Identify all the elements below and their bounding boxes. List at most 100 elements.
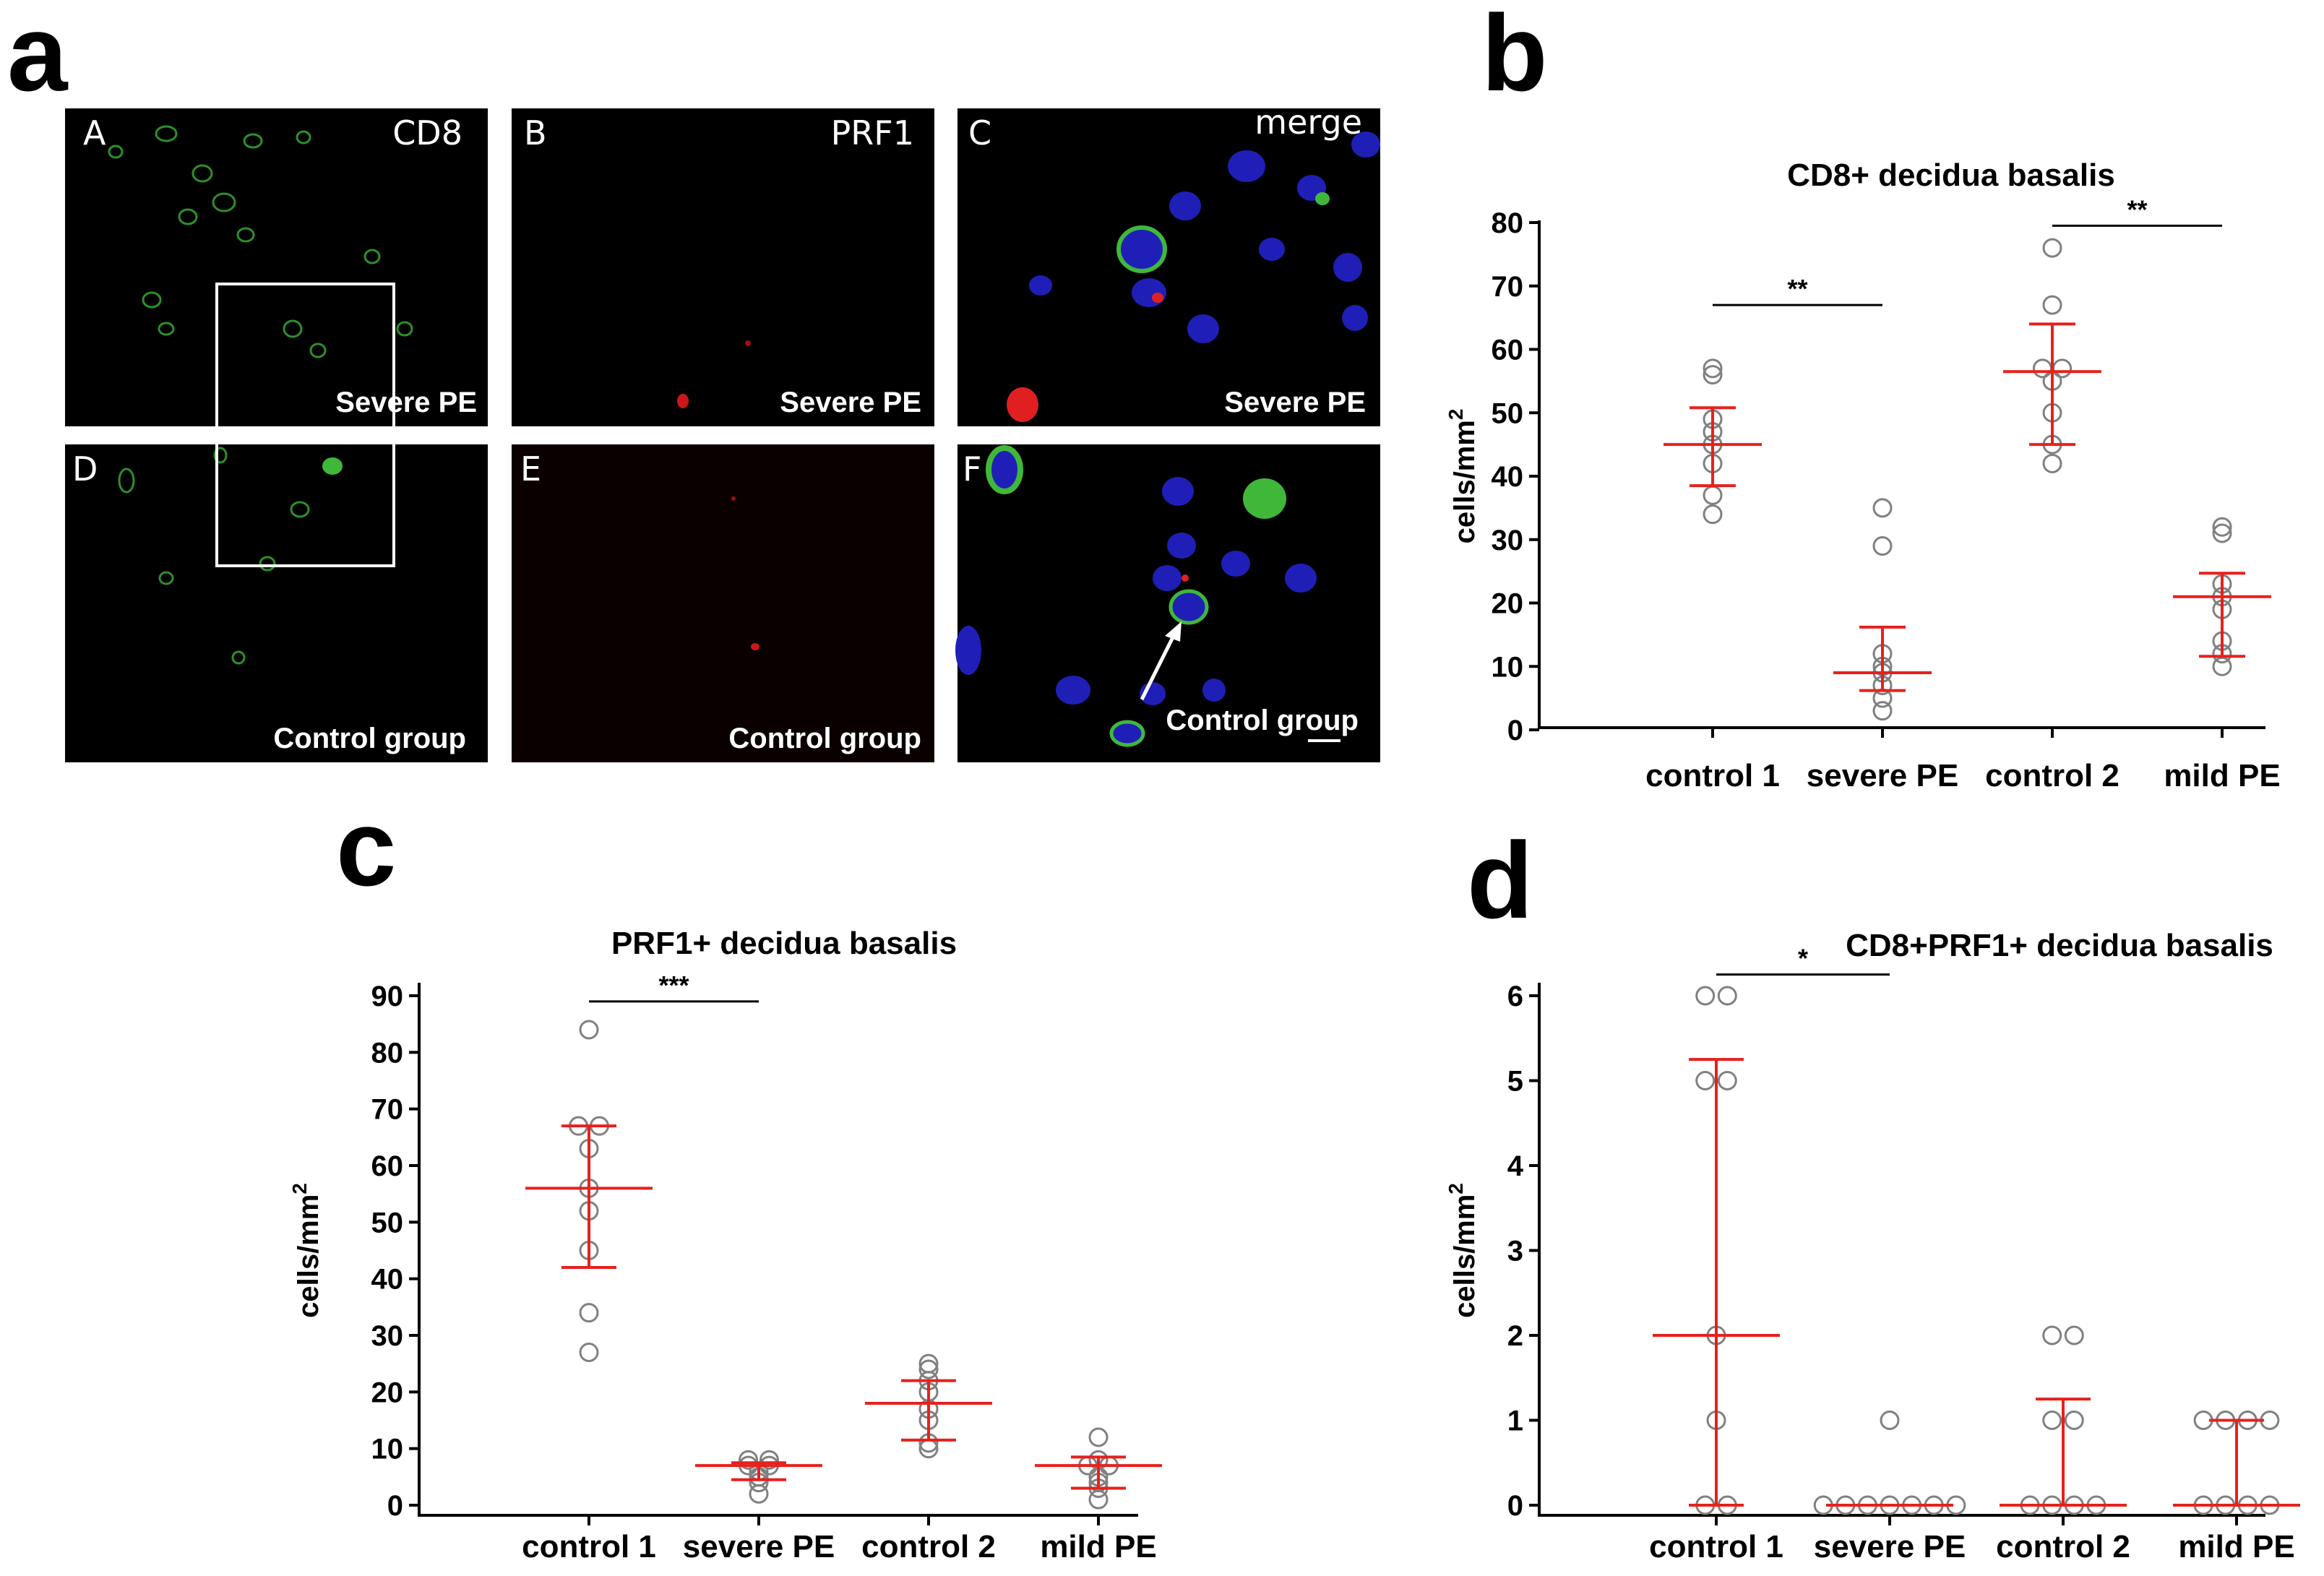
y-tick-label: 60 — [1492, 335, 1524, 366]
y-axis-label-text: cells/mm — [293, 1194, 324, 1318]
micrograph-E-letter: E — [520, 449, 541, 488]
significance-label: * — [1798, 944, 1808, 973]
y-axis-label-text: cells/mm — [1449, 1194, 1481, 1318]
x-category-label: control 1 — [1645, 758, 1780, 793]
micrograph-A-letter: A — [83, 113, 106, 152]
significance-label: ** — [2127, 194, 2147, 224]
data-point — [1880, 1411, 1900, 1430]
y-tick-label: 40 — [371, 1264, 404, 1296]
significance-label: ** — [1787, 274, 1807, 303]
arrow-indicator — [1140, 630, 1178, 701]
data-point — [1088, 1427, 1109, 1447]
panel-letter-a: a — [7, 0, 69, 113]
micrograph-E-image — [512, 444, 934, 762]
micrograph-D-caption: Control group — [273, 723, 466, 754]
data-point — [1703, 358, 1723, 379]
chart-title: CD8+PRF1+ decidua basalis — [1846, 928, 2273, 963]
micrograph-B: B PRF1 Severe PE — [512, 108, 934, 426]
x-category-label: severe PE — [1807, 758, 1958, 793]
y-axis-label: cells/mm2 — [288, 1183, 324, 1318]
cd8-cells — [108, 125, 413, 358]
y-tick-label: 3 — [1507, 1236, 1523, 1267]
y-axis-label: cells/mm2 — [1445, 409, 1481, 544]
y-tick-label: 20 — [371, 1377, 404, 1408]
chart-cd8: CD8+ decidua basalis 0 10 20 30 40 50 60 70 80 con… — [1445, 158, 2281, 793]
micrograph-F-letter: F — [963, 449, 981, 488]
data-point — [2042, 453, 2062, 473]
y-tick-label: 20 — [1492, 588, 1524, 620]
x-category-label: severe PE — [683, 1529, 835, 1564]
cd8-cell — [1116, 225, 1167, 273]
y-axis-label-superscript: 2 — [1445, 409, 1467, 421]
prf1-spot — [751, 643, 759, 650]
y-tick-label: 40 — [1492, 461, 1524, 493]
y-axis-label-text: cells/mm — [1449, 420, 1481, 543]
micrograph-C-letter: C — [968, 113, 991, 152]
data-point — [2032, 358, 2052, 379]
micrograph-A-stain: CD8 — [392, 113, 462, 152]
x-category-label: control 2 — [1996, 1529, 2130, 1564]
chart-title: PRF1+ decidua basalis — [611, 926, 957, 961]
y-axis-label: cells/mm2 — [1445, 1183, 1481, 1318]
x-category-label: mild PE — [2178, 1529, 2294, 1564]
data-point — [2064, 1411, 2084, 1430]
data-point — [579, 1020, 599, 1040]
panel-letter-b: b — [1481, 0, 1548, 113]
panel-letter-c: c — [336, 787, 396, 908]
data-point — [1717, 1071, 1737, 1090]
data-point — [1703, 485, 1723, 505]
micrograph-A: A CD8 Severe PE — [65, 108, 488, 426]
data-point — [579, 1303, 599, 1323]
micrograph-F-caption: Control group — [1166, 705, 1359, 736]
data-point — [2212, 523, 2232, 543]
y-tick-label: 10 — [1492, 651, 1524, 683]
prf1-spot — [731, 496, 736, 501]
micrograph-B-caption: Severe PE — [780, 387, 921, 418]
micrograph-grid: A CD8 Severe PE B PRF1 Severe PE — [65, 103, 1380, 762]
y-tick-label: 90 — [371, 981, 404, 1012]
y-tick-label: 50 — [1492, 397, 1524, 429]
data-point — [918, 1359, 939, 1379]
nuclei — [1029, 132, 1380, 343]
micrograph-E-caption: Control group — [728, 723, 921, 754]
micrograph-C-caption: Severe PE — [1224, 387, 1366, 418]
x-category-label: mild PE — [1040, 1529, 1156, 1564]
x-category-label: control 2 — [861, 1529, 996, 1564]
chart-cd8-prf1: CD8+PRF1+ decidua basalis 0 1 2 3 4 5 6 control … — [1445, 928, 2300, 1564]
data-point — [2212, 656, 2232, 676]
data-point — [1872, 536, 1893, 556]
x-category-label: mild PE — [2164, 758, 2280, 793]
data-point — [918, 1353, 939, 1374]
micrograph-D-letter: D — [72, 449, 98, 488]
micrograph-F: F Control group — [955, 444, 1380, 762]
y-tick-label: 2 — [1507, 1320, 1523, 1352]
data-point — [2212, 517, 2232, 537]
cd8-cell — [322, 457, 343, 475]
y-tick-label: 10 — [371, 1434, 404, 1465]
data-point — [2064, 1325, 2084, 1345]
cd8-cells — [118, 447, 310, 665]
micrograph-E: E Control group — [512, 444, 934, 762]
micrograph-C-image — [957, 108, 1380, 426]
data-point — [1872, 498, 1893, 518]
zoom-box — [215, 283, 395, 567]
y-tick-label: 30 — [371, 1320, 404, 1352]
data-point — [1703, 504, 1723, 525]
y-tick-label: 1 — [1507, 1405, 1523, 1437]
y-tick-label: 5 — [1507, 1066, 1523, 1098]
cd8-cell — [1109, 720, 1145, 747]
data-point — [1703, 365, 1723, 385]
data-point — [2042, 295, 2062, 315]
micrograph-C-stain: merge — [1254, 103, 1362, 142]
data-point — [759, 1450, 779, 1470]
y-tick-label: 30 — [1492, 525, 1524, 556]
chart-prf1: PRF1+ decidua basalis 0 10 20 30 40 50 60 70 80 90… — [288, 926, 1162, 1564]
panel-letter-d: d — [1467, 819, 1533, 941]
x-category-label: severe PE — [1814, 1529, 1966, 1564]
data-point — [1695, 1071, 1716, 1090]
micrograph-B-letter: B — [524, 113, 547, 152]
micrograph-B-image — [512, 108, 934, 426]
x-category-label: control 1 — [1649, 1529, 1783, 1564]
y-tick-label: 0 — [1507, 1490, 1523, 1522]
